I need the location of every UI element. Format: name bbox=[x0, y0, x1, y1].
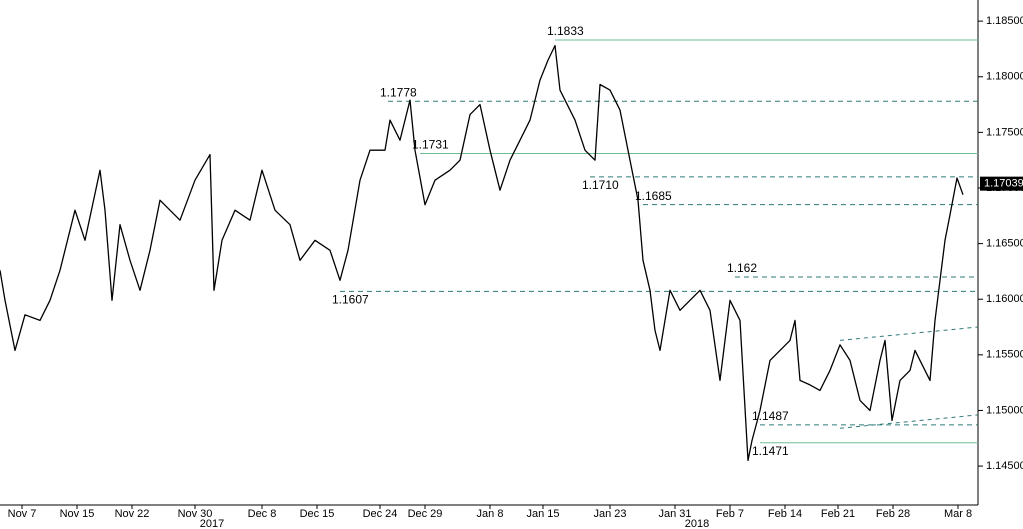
x-tick-label: Jan 15 bbox=[526, 508, 559, 520]
level-label: 1.1731 bbox=[412, 138, 449, 152]
x-tick-label: Nov 15 bbox=[60, 508, 95, 520]
x-tick-label: Dec 8 bbox=[248, 508, 277, 520]
level-label: 1.1833 bbox=[547, 24, 584, 38]
x-tick-label: Dec 15 bbox=[300, 508, 335, 520]
trend-line bbox=[839, 414, 979, 429]
level-label: 1.162 bbox=[727, 261, 757, 275]
year-label: 2017 bbox=[200, 518, 224, 529]
x-tick-label: Nov 30 bbox=[178, 508, 213, 520]
level-label: 1.1778 bbox=[380, 85, 417, 99]
trend-line bbox=[839, 326, 979, 341]
level-label: 1.1685 bbox=[635, 189, 672, 203]
x-tick-label: Nov 22 bbox=[115, 508, 150, 520]
y-tick-label: 1.15000 bbox=[986, 404, 1023, 416]
level-label: 1.1710 bbox=[582, 178, 619, 192]
x-tick-label: Dec 24 bbox=[363, 508, 398, 520]
x-tick-label: Feb 14 bbox=[768, 508, 802, 520]
y-tick-label: 1.18000 bbox=[986, 71, 1023, 83]
x-tick-label: Dec 29 bbox=[408, 508, 443, 520]
x-tick-label: Feb 21 bbox=[821, 508, 855, 520]
last-price-box bbox=[980, 176, 1023, 191]
y-tick-label: 1.16000 bbox=[986, 293, 1023, 305]
year-label: 2018 bbox=[685, 518, 709, 529]
y-tick-label: 1.16500 bbox=[986, 238, 1023, 250]
level-label: 1.1487 bbox=[752, 409, 789, 423]
x-tick-label: Feb 28 bbox=[876, 508, 910, 520]
y-tick-label: 1.14500 bbox=[986, 460, 1023, 472]
x-tick-label: Jan 31 bbox=[658, 508, 691, 520]
y-tick-label: 1.17500 bbox=[986, 126, 1023, 138]
x-tick-label: Nov 7 bbox=[8, 508, 37, 520]
x-tick-label: Jan 8 bbox=[477, 508, 504, 520]
y-tick-label: 1.15500 bbox=[986, 349, 1023, 361]
level-label: 1.1607 bbox=[332, 293, 369, 307]
y-tick-label: 1.18500 bbox=[986, 15, 1023, 27]
price-line bbox=[0, 44, 964, 462]
level-label: 1.1471 bbox=[752, 444, 789, 458]
x-tick-label: Jan 23 bbox=[593, 508, 626, 520]
x-tick-label: Feb 7 bbox=[716, 508, 744, 520]
last-price-label: 1.17039 bbox=[984, 178, 1023, 190]
x-tick-label: Mar 8 bbox=[944, 508, 972, 520]
